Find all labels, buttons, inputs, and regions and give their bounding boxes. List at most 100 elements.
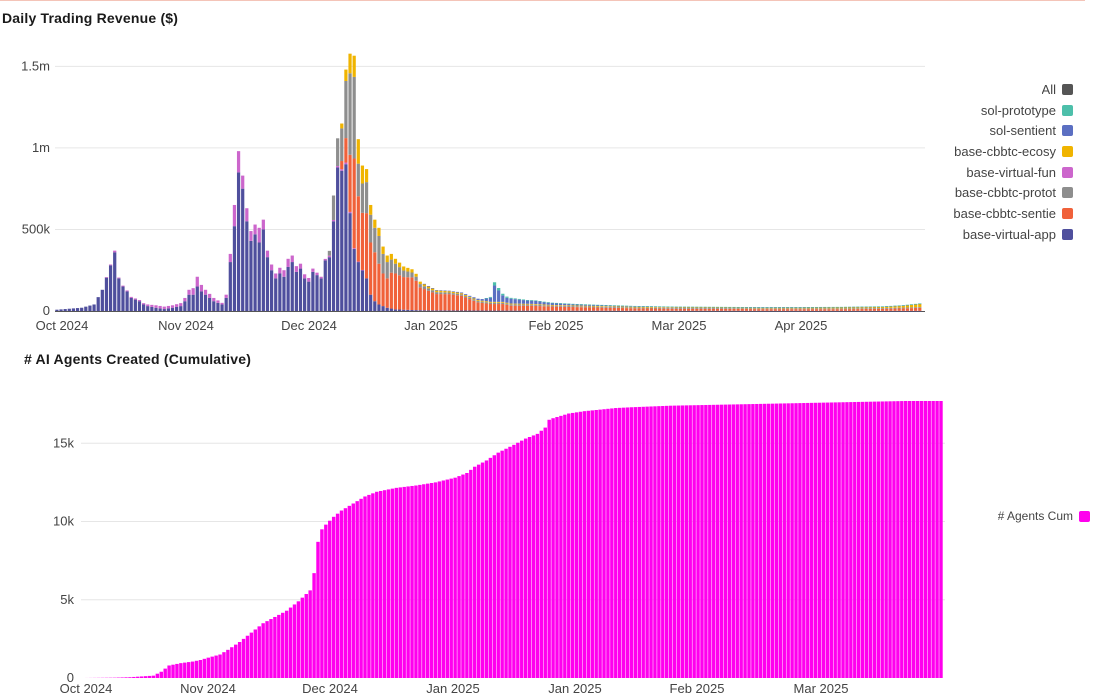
bar-segment bbox=[905, 304, 910, 306]
bar-segment bbox=[587, 304, 592, 306]
bar-segment bbox=[513, 299, 517, 304]
bar-segment bbox=[674, 307, 678, 308]
bar-segment bbox=[592, 304, 596, 306]
bar-segment bbox=[542, 304, 546, 306]
bar-segment bbox=[645, 306, 649, 307]
bar-segment bbox=[748, 310, 753, 312]
bar-segment bbox=[340, 170, 344, 311]
bar-segment bbox=[827, 310, 831, 312]
bar bbox=[167, 665, 171, 678]
bar-segment bbox=[662, 308, 666, 311]
legend-item[interactable]: base-cbbtc-sentie bbox=[900, 203, 1073, 224]
bar-segment bbox=[236, 151, 241, 173]
bar-segment bbox=[703, 307, 707, 309]
bar bbox=[359, 498, 363, 678]
bar-segment bbox=[736, 308, 740, 311]
bar-segment bbox=[658, 310, 662, 312]
bar-segment bbox=[653, 306, 658, 307]
bar-segment bbox=[897, 305, 901, 308]
legend-swatch bbox=[1062, 228, 1073, 240]
bar bbox=[923, 400, 928, 678]
bar-segment bbox=[216, 300, 220, 303]
bar-segment bbox=[406, 277, 410, 310]
bar-segment bbox=[571, 306, 575, 308]
bar-segment bbox=[633, 305, 637, 307]
bar-segment bbox=[868, 306, 872, 308]
bar-segment bbox=[823, 307, 827, 309]
legend-item[interactable]: sol-prototype bbox=[900, 100, 1073, 121]
bar-segment bbox=[546, 302, 550, 303]
bar-segment bbox=[612, 310, 616, 312]
bar-segment bbox=[769, 307, 773, 309]
x-tick-label: Oct 2024 bbox=[60, 681, 113, 694]
bar-segment bbox=[269, 264, 274, 271]
y-tick-label: 5k bbox=[60, 592, 74, 607]
bar-segment bbox=[274, 278, 278, 311]
bar-segment bbox=[748, 307, 753, 309]
legend-item[interactable]: sol-sentient bbox=[900, 120, 1073, 141]
legend-item[interactable]: base-cbbtc-protot bbox=[900, 182, 1073, 203]
bar-segment bbox=[686, 307, 691, 309]
legend-item[interactable]: base-virtual-app bbox=[900, 224, 1073, 245]
bar-segment bbox=[298, 263, 303, 269]
legend-item[interactable]: # Agents Cum bbox=[960, 506, 1090, 527]
bar-segment bbox=[455, 295, 459, 311]
legend-item[interactable]: base-virtual-fun bbox=[900, 162, 1073, 183]
bar-segment bbox=[575, 310, 579, 312]
bar-segment bbox=[649, 306, 654, 307]
bar bbox=[527, 436, 532, 678]
bar-segment bbox=[369, 214, 373, 243]
bar bbox=[237, 642, 242, 678]
bar-segment bbox=[831, 309, 835, 311]
bar bbox=[896, 401, 900, 678]
legend-swatch bbox=[1062, 83, 1073, 95]
bar bbox=[316, 541, 320, 678]
x-tick-label: Feb 2025 bbox=[670, 681, 725, 694]
bar bbox=[610, 408, 614, 678]
bar-segment bbox=[426, 288, 431, 291]
bar-segment bbox=[451, 291, 455, 292]
bar-segment bbox=[786, 307, 790, 309]
bar-segment bbox=[327, 257, 332, 311]
bar bbox=[641, 406, 645, 678]
bar-segment bbox=[810, 307, 815, 309]
bar-segment bbox=[662, 307, 666, 308]
bar-segment bbox=[748, 308, 753, 310]
bar-segment bbox=[191, 294, 195, 311]
bar-segment bbox=[653, 307, 658, 308]
bar-segment bbox=[431, 310, 435, 311]
bar-segment bbox=[678, 308, 682, 311]
bar bbox=[449, 478, 453, 678]
bar-segment bbox=[410, 277, 414, 311]
bar-segment bbox=[604, 306, 608, 307]
bar-segment bbox=[674, 307, 678, 309]
legend-item[interactable]: base-cbbtc-ecosy bbox=[900, 141, 1073, 162]
legend-item[interactable]: All bbox=[900, 79, 1073, 100]
bar-segment bbox=[761, 307, 765, 308]
bar bbox=[500, 450, 504, 678]
bar bbox=[531, 435, 536, 678]
bar-segment bbox=[711, 310, 715, 312]
bar-segment bbox=[319, 276, 323, 279]
bar bbox=[770, 403, 775, 678]
bar-segment bbox=[637, 306, 641, 308]
bar-segment bbox=[843, 306, 848, 308]
bar-segment bbox=[773, 307, 777, 308]
bar-segment bbox=[678, 307, 682, 309]
bar-segment bbox=[381, 273, 385, 307]
bar-segment bbox=[150, 306, 154, 311]
bar-segment bbox=[666, 306, 670, 308]
bar bbox=[578, 411, 583, 678]
bar-segment bbox=[740, 310, 744, 312]
bar bbox=[645, 406, 649, 678]
bar-segment bbox=[418, 287, 422, 311]
bar bbox=[312, 573, 316, 678]
bar-segment bbox=[872, 308, 876, 311]
bar-segment bbox=[901, 310, 905, 312]
bar bbox=[418, 484, 422, 678]
bar-segment bbox=[765, 310, 769, 312]
bar-segment bbox=[699, 308, 703, 311]
bar bbox=[570, 412, 575, 678]
bar-segment bbox=[505, 296, 509, 298]
bar-segment bbox=[649, 307, 654, 309]
